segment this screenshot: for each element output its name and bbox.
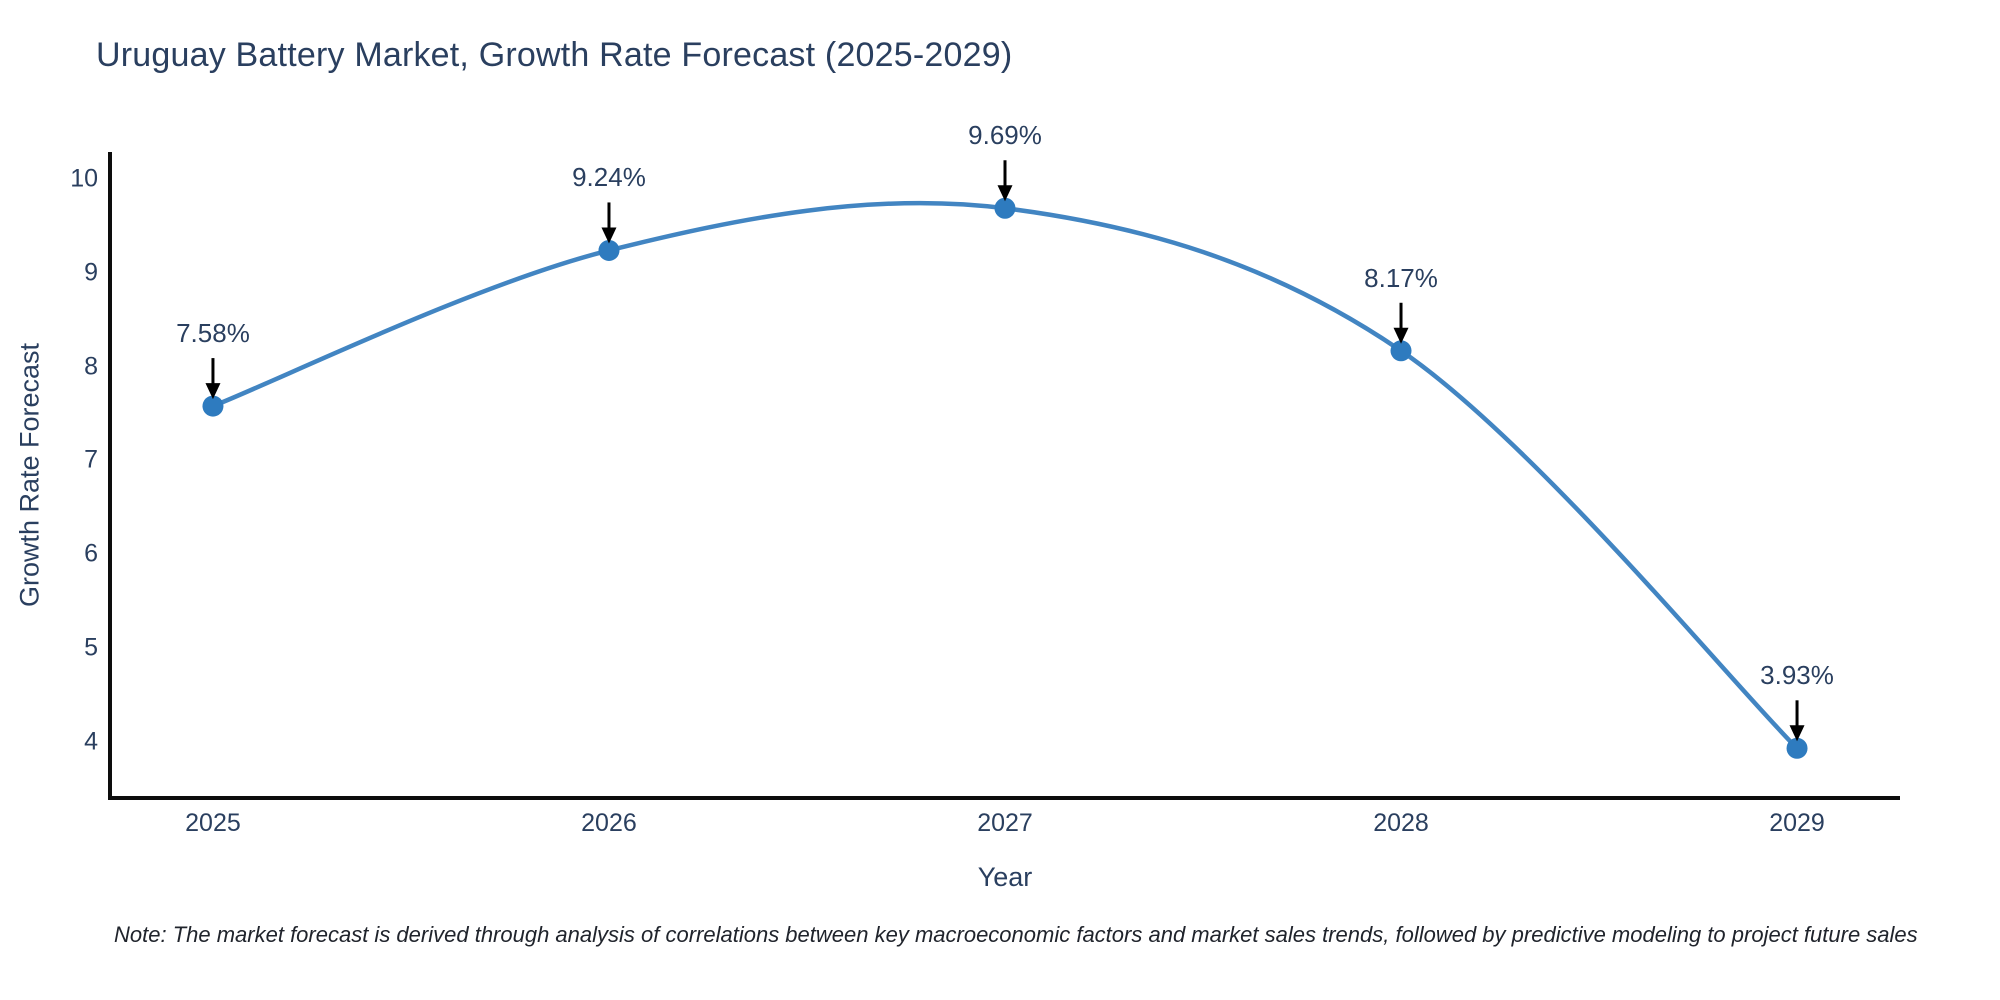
y-axis-title: Growth Rate Forecast <box>14 342 45 608</box>
forecast-line <box>210 200 1800 751</box>
annotation-arrow-head <box>1789 725 1805 742</box>
y-tick-label: 4 <box>84 727 98 756</box>
data-point-label-2029: 3.93% <box>1760 660 1834 691</box>
annotation-arrow-head <box>1393 327 1409 344</box>
data-point-label-2025: 7.58% <box>176 318 250 349</box>
y-tick-label: 9 <box>84 258 98 287</box>
y-tick-label: 8 <box>84 352 98 381</box>
x-tick-label: 2029 <box>1769 809 1825 837</box>
data-point-label-2027: 9.69% <box>968 120 1042 151</box>
x-tick-label: 2028 <box>1373 809 1429 837</box>
data-point-2027[interactable] <box>994 197 1016 219</box>
data-point-2028[interactable] <box>1390 340 1412 362</box>
data-point-label-2026: 9.24% <box>572 162 646 193</box>
chart-footnote: Note: The market forecast is derived thr… <box>114 922 1918 947</box>
x-tick-label: 2027 <box>977 809 1033 837</box>
annotation-arrow-head <box>997 185 1013 202</box>
data-point-2026[interactable] <box>598 239 620 261</box>
chart-title: Uruguay Battery Market, Growth Rate Fore… <box>96 36 1013 74</box>
y-tick-label: 6 <box>84 539 98 568</box>
x-tick-label: 2026 <box>581 809 637 837</box>
data-point-2029[interactable] <box>1786 737 1808 759</box>
x-tick-label: 2025 <box>185 809 241 837</box>
x-axis-title: Year <box>977 862 1033 892</box>
data-point-2025[interactable] <box>202 395 224 417</box>
y-tick-label: 7 <box>84 445 98 474</box>
annotation-arrow-head <box>601 227 617 244</box>
y-tick-label: 10 <box>70 164 98 193</box>
annotation-arrow-head <box>205 383 221 400</box>
data-point-label-2028: 8.17% <box>1364 262 1438 293</box>
y-tick-label: 5 <box>84 633 98 662</box>
